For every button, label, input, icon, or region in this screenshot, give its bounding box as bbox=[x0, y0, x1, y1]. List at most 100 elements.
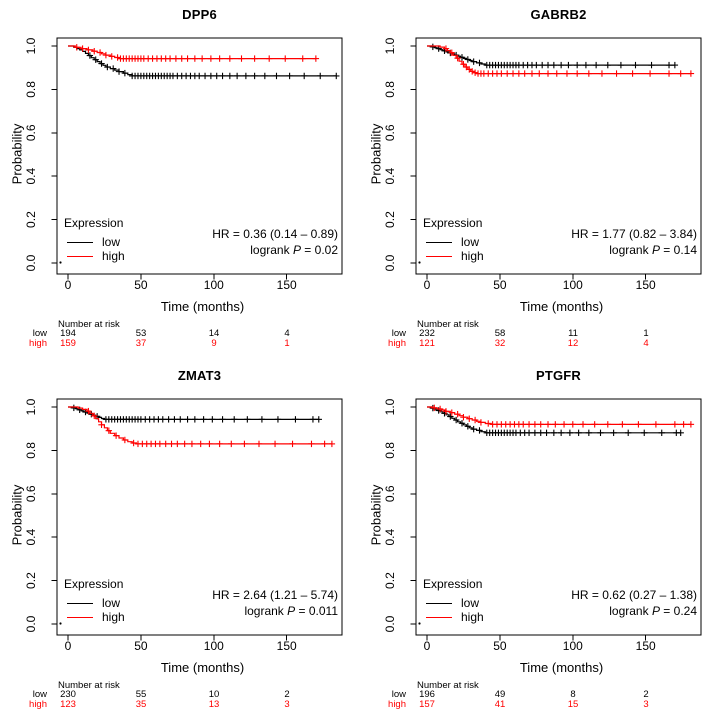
risk-row-label-low: low bbox=[391, 689, 406, 700]
stats-annotation: HR = 2.64 (1.21 – 5.74) logrank P = 0.01… bbox=[212, 587, 338, 619]
km-panel-1: 0 50 100 150 0.0 0.2 0.4 0.6 0.8 1.0 GABRB2 Proba… bbox=[359, 0, 719, 361]
risk-table-header: Number at risk bbox=[417, 319, 479, 330]
plot-title: PTGFR bbox=[535, 368, 582, 383]
legend-item-high: high bbox=[423, 249, 484, 263]
svg-text:0.2: 0.2 bbox=[383, 572, 397, 589]
svg-text:0.0: 0.0 bbox=[383, 615, 397, 632]
hazard-ratio-text: HR = 0.62 (0.27 – 1.38) bbox=[571, 588, 697, 602]
survival-curves-svg: 0 50 100 150 0.0 0.2 0.4 0.6 0.8 1.0 bbox=[383, 37, 702, 292]
risk-row-label-high: high bbox=[388, 698, 406, 710]
legend-label-high: high bbox=[102, 610, 125, 624]
svg-text:1.0: 1.0 bbox=[383, 37, 397, 54]
risk-value: 41 bbox=[494, 698, 506, 710]
km-panel-3: 0 50 100 150 0.0 0.2 0.4 0.6 0.8 1.0 PTGFR Probab… bbox=[359, 361, 719, 722]
risk-value: 12 bbox=[567, 337, 579, 349]
logrank-prefix: logrank bbox=[609, 604, 652, 618]
x-axis-label: Time (months) bbox=[160, 660, 245, 675]
risk-value: 10 bbox=[208, 689, 220, 700]
risk-value: 196 bbox=[419, 689, 435, 700]
hazard-ratio-text: HR = 1.77 (0.82 – 3.84) bbox=[571, 227, 697, 241]
svg-text:150: 150 bbox=[636, 639, 656, 653]
legend: Expression low high bbox=[423, 216, 484, 263]
high-line-swatch bbox=[426, 616, 452, 618]
legend-label-low: low bbox=[461, 596, 480, 610]
x-axis-label: Time (months) bbox=[160, 299, 245, 314]
x-axis-label: Time (months) bbox=[519, 660, 604, 675]
risk-value: 123 bbox=[60, 698, 76, 710]
legend-item-low: low bbox=[423, 596, 484, 610]
risk-value: 3 bbox=[643, 698, 649, 710]
survival-curves-svg: 0 50 100 150 0.0 0.2 0.4 0.6 0.8 1.0 bbox=[24, 37, 343, 292]
svg-text:0: 0 bbox=[65, 278, 72, 292]
p-value: = 0.011 bbox=[295, 604, 339, 618]
risk-row-label-low: low bbox=[391, 328, 406, 339]
risk-table-header: Number at risk bbox=[417, 680, 479, 691]
risk-value: 49 bbox=[494, 689, 506, 700]
legend-item-high: high bbox=[423, 610, 484, 624]
x-axis-label: Time (months) bbox=[519, 299, 604, 314]
svg-text:0.6: 0.6 bbox=[24, 485, 38, 502]
risk-value: 1 bbox=[643, 328, 649, 339]
svg-text:1.0: 1.0 bbox=[383, 398, 397, 415]
risk-row-label-high: high bbox=[29, 337, 47, 349]
svg-text:100: 100 bbox=[563, 639, 583, 653]
risk-value: 9 bbox=[211, 337, 217, 349]
high-line-swatch bbox=[426, 255, 452, 257]
svg-text:50: 50 bbox=[134, 639, 148, 653]
hazard-ratio-text: HR = 0.36 (0.14 – 0.89) bbox=[212, 227, 338, 241]
risk-value: 194 bbox=[60, 328, 76, 339]
svg-text:0.4: 0.4 bbox=[383, 529, 397, 546]
svg-text:0: 0 bbox=[424, 639, 431, 653]
legend-title: Expression bbox=[64, 216, 124, 230]
svg-text:0.8: 0.8 bbox=[383, 442, 397, 459]
risk-row-low: low 196 49 8 2 bbox=[359, 690, 719, 700]
risk-value: 14 bbox=[208, 328, 220, 339]
p-symbol: P bbox=[651, 243, 660, 257]
svg-text:0.6: 0.6 bbox=[24, 124, 38, 141]
risk-row-low: low 194 53 14 4 bbox=[0, 329, 360, 339]
plot-title: ZMAT3 bbox=[177, 368, 222, 383]
svg-text:0.0: 0.0 bbox=[24, 615, 38, 632]
legend-label-low: low bbox=[102, 235, 121, 249]
p-value: = 0.02 bbox=[300, 243, 338, 257]
survival-curves-svg: 0 50 100 150 0.0 0.2 0.4 0.6 0.8 1.0 bbox=[24, 398, 343, 653]
risk-value: 232 bbox=[419, 328, 435, 339]
legend-item-high: high bbox=[64, 610, 125, 624]
low-line-swatch bbox=[426, 241, 452, 243]
logrank-p-text: logrank P = 0.02 bbox=[212, 242, 338, 258]
risk-row-label-high: high bbox=[29, 698, 47, 710]
risk-value: 15 bbox=[567, 698, 579, 710]
svg-text:100: 100 bbox=[204, 278, 224, 292]
svg-text:0.2: 0.2 bbox=[24, 211, 38, 228]
risk-value: 58 bbox=[494, 328, 506, 339]
risk-value: 8 bbox=[570, 689, 576, 700]
risk-value: 35 bbox=[135, 698, 147, 710]
svg-text:0.4: 0.4 bbox=[383, 168, 397, 185]
legend-title: Expression bbox=[423, 216, 483, 230]
svg-text:1.0: 1.0 bbox=[24, 398, 38, 415]
svg-text:0.0: 0.0 bbox=[383, 254, 397, 271]
legend-item-high: high bbox=[64, 249, 125, 263]
svg-text:50: 50 bbox=[493, 278, 507, 292]
legend-label-low: low bbox=[102, 596, 121, 610]
legend-label-high: high bbox=[461, 610, 484, 624]
svg-text:0.6: 0.6 bbox=[383, 124, 397, 141]
risk-row-low: low 230 55 10 2 bbox=[0, 690, 360, 700]
legend: Expression low high bbox=[64, 577, 125, 624]
risk-row-label-high: high bbox=[388, 337, 406, 349]
survival-curves-svg: 0 50 100 150 0.0 0.2 0.4 0.6 0.8 1.0 bbox=[383, 398, 702, 653]
km-panel-0: 0 50 100 150 0.0 0.2 0.4 0.6 0.8 1.0 DPP6 Probabi… bbox=[0, 0, 360, 361]
risk-row-label-low: low bbox=[32, 328, 47, 339]
logrank-p-text: logrank P = 0.011 bbox=[212, 603, 338, 619]
risk-table-header: Number at risk bbox=[58, 680, 120, 691]
risk-value: 230 bbox=[60, 689, 76, 700]
svg-text:0.2: 0.2 bbox=[383, 211, 397, 228]
p-symbol: P bbox=[292, 243, 301, 257]
risk-value: 4 bbox=[643, 337, 649, 349]
svg-text:0: 0 bbox=[424, 278, 431, 292]
risk-value: 37 bbox=[135, 337, 147, 349]
low-line-swatch bbox=[426, 602, 452, 604]
svg-text:150: 150 bbox=[277, 278, 297, 292]
risk-value: 2 bbox=[284, 689, 290, 700]
svg-text:0.4: 0.4 bbox=[24, 168, 38, 185]
